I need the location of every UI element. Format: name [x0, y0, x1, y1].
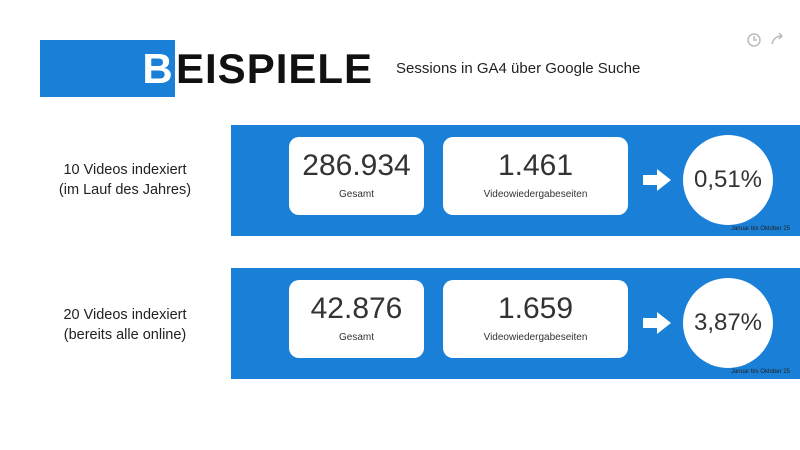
arrow	[643, 312, 671, 334]
subtitle: Sessions in GA4 über Google Suche	[396, 60, 641, 77]
metric-band: 42.876 Gesamt 1.659 Videowiedergabeseite…	[231, 268, 800, 379]
row-label-line: (im Lauf des Jahres)	[58, 182, 192, 198]
pages-card: 1.461 Videowiedergabeseiten	[443, 137, 628, 215]
row-label: 10 Videos indexiert (im Lauf des Jahres)	[20, 160, 230, 200]
pages-value: 1.659	[497, 292, 574, 325]
row-label-line: 10 Videos indexiert	[63, 162, 187, 178]
title-initial: B	[142, 45, 173, 92]
row-label: 20 Videos indexiert (bereits alle online…	[20, 305, 230, 345]
pages-label: Videowiedergabeseiten	[483, 189, 588, 200]
total-value: 42.876	[310, 292, 403, 325]
arrow	[643, 169, 671, 191]
pages-value: 1.461	[497, 149, 574, 182]
pages-card: 1.659 Videowiedergabeseiten	[443, 280, 628, 358]
total-card: 42.876 Gesamt	[289, 280, 424, 358]
title: EISPIELE	[176, 45, 374, 92]
pages-label: Videowiedergabeseiten	[483, 332, 588, 343]
total-label: Gesamt	[338, 189, 374, 200]
rate: 0,51%	[683, 135, 773, 225]
note: Januar bis Oktober 25	[730, 226, 790, 232]
row-label-line: 20 Videos indexiert	[63, 307, 187, 323]
metric-band: 286.934 Gesamt 1.461 Videowiedergabeseit…	[231, 125, 800, 236]
total-card: 286.934 Gesamt	[289, 137, 424, 215]
total-label: Gesamt	[338, 332, 374, 343]
total-value: 286.934	[302, 149, 411, 182]
rate: 3,87%	[683, 278, 773, 368]
row-label-line: (bereits alle online)	[63, 327, 187, 343]
note: Januar bis Oktober 25	[730, 369, 790, 375]
toolbar-icons[interactable]	[744, 30, 790, 50]
title-box	[40, 40, 175, 97]
